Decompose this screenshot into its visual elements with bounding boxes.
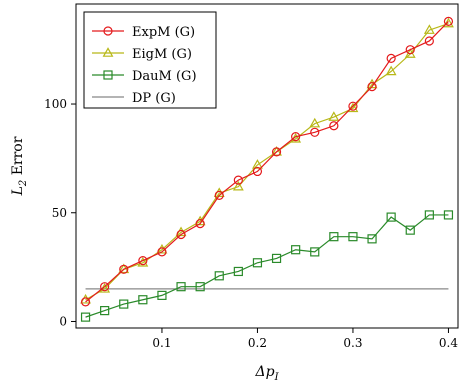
data-point-expm-g [195, 219, 205, 229]
data-point-eigm-g [232, 180, 244, 191]
data-point-eigm-g [385, 65, 397, 76]
data-point-expm-g [443, 16, 454, 26]
data-point-expm-g [367, 82, 377, 92]
data-point-expm-g [157, 247, 167, 257]
data-point-expm-g [329, 121, 339, 131]
data-point-daum-g [424, 210, 434, 220]
series-line-expm-g [85, 20, 449, 303]
legend-label-daum-g: DauM (G) [132, 69, 197, 84]
data-point-expm-g [214, 190, 224, 200]
data-point-daum-g [80, 312, 91, 322]
plot-frame [75, 3, 459, 329]
data-point-expm-g [176, 229, 186, 240]
data-point-expm-g [119, 264, 129, 274]
data-point-expm-g [80, 297, 91, 307]
data-point-eigm-g [423, 24, 435, 34]
x-tick-label: 0.4 [439, 336, 458, 350]
data-point-expm-g [233, 175, 243, 185]
data-point-daum-g [100, 306, 110, 316]
data-point-daum-g [310, 247, 320, 257]
data-point-expm-g [405, 45, 415, 55]
legend-marker-daum-g [103, 70, 113, 80]
data-point-daum-g [443, 210, 454, 220]
y-tick-label: 100 [44, 97, 67, 111]
data-point-daum-g [291, 245, 301, 255]
data-point-expm-g [386, 53, 396, 63]
data-point-daum-g [214, 271, 224, 281]
legend-marker-expm-g [103, 26, 113, 36]
x-axis-label: ΔpI [254, 364, 279, 383]
data-point-expm-g [310, 127, 320, 137]
legend-marker-eigm-g [102, 47, 114, 57]
data-point-daum-g [271, 253, 282, 264]
legend-label-expm-g: ExpM (G) [132, 25, 195, 40]
x-tick-label: 0.1 [152, 336, 171, 350]
legend-label-dp-g: DP (G) [132, 91, 176, 106]
data-point-eigm-g [309, 117, 321, 128]
data-point-expm-g [424, 36, 434, 46]
data-point-daum-g [367, 234, 377, 244]
series-layer [80, 16, 454, 322]
data-point-daum-g [329, 232, 339, 242]
data-point-expm-g [271, 147, 282, 157]
data-point-expm-g [100, 282, 110, 292]
y-axis-label: L2 Error [10, 136, 29, 196]
data-point-eigm-g [271, 146, 282, 156]
data-point-daum-g [195, 282, 205, 292]
tick-layer: 0.1 0.2 0.3 0.4 0 50 100 [44, 97, 458, 350]
x-tick-label: 0.3 [343, 336, 362, 350]
legend: ExpM (G) EigM (G) DauM (G) DP (G) [83, 11, 217, 109]
data-point-daum-g [138, 295, 148, 305]
data-point-daum-g [405, 225, 415, 235]
data-point-daum-g [386, 212, 396, 222]
data-point-expm-g [348, 101, 358, 111]
data-point-eigm-g [252, 159, 263, 169]
data-point-expm-g [138, 255, 148, 266]
x-tick-label: 0.2 [248, 336, 267, 350]
data-point-daum-g [176, 282, 186, 292]
data-point-eigm-g [328, 111, 340, 121]
data-point-daum-g [348, 232, 358, 242]
legend-label-eigm-g: EigM (G) [132, 47, 192, 62]
data-point-daum-g [119, 299, 129, 309]
data-point-daum-g [233, 266, 243, 277]
y-tick-label: 50 [52, 206, 67, 220]
y-tick-label: 0 [59, 314, 67, 328]
data-point-expm-g [291, 132, 301, 142]
data-point-expm-g [252, 166, 263, 177]
data-point-daum-g [252, 258, 263, 268]
data-point-daum-g [157, 290, 167, 300]
